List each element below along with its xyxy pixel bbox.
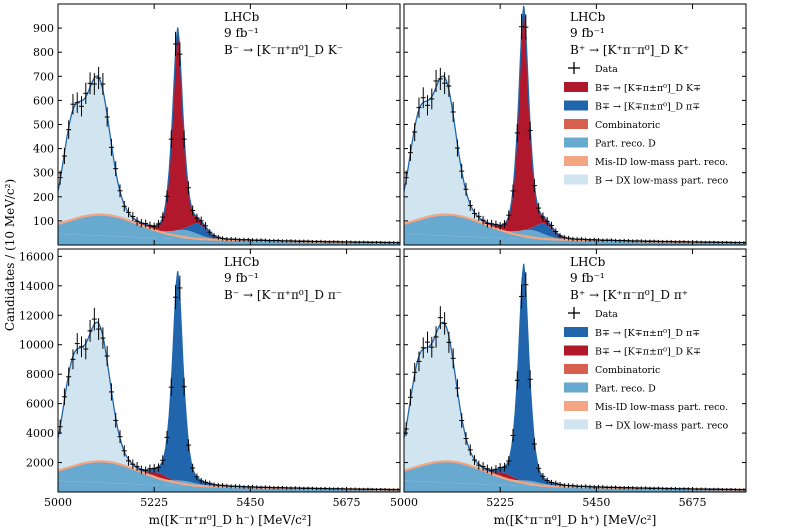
legend-label: Combinatoric — [595, 365, 660, 376]
plot-area — [58, 27, 400, 245]
bdx-area — [404, 322, 746, 490]
chart-panel-top-right: LHCb 9 fb⁻¹ B⁺ → [K⁺π⁻π⁰]_D K⁺ Data B∓ → [K∓… — [403, 3, 747, 246]
x-tick-label: 5000 — [390, 496, 418, 509]
chart-panel-top-left: 100 200 300 400 500 600 700 800 900 LHCb 9 fb⁻¹ B⁻ … — [33, 3, 401, 246]
decay-label: B⁺ → [K⁺π⁻π⁰]_D π⁺ — [570, 288, 688, 302]
chart-panel-bottom-left: 2000400060008000100001200014000160005000… — [19, 248, 401, 509]
legend-swatch — [564, 419, 588, 430]
y-ticks: 100 200 300 400 500 600 700 800 900 — [33, 22, 400, 228]
legend-label: B → DX low-mass part. reco — [595, 176, 729, 187]
x-ticks: 5000 5225 5450 5675 — [44, 249, 361, 509]
legend-label: Data — [595, 64, 618, 75]
y-tick-label: 12000 — [19, 309, 54, 322]
bdx-area — [58, 76, 400, 243]
y-tick-label: 500 — [33, 119, 54, 132]
legend-swatch — [564, 327, 588, 337]
luminosity-label: 9 fb⁻¹ — [224, 271, 259, 285]
legend-swatch — [564, 119, 588, 129]
y-tick-label: 100 — [33, 215, 54, 228]
legend-label: B∓ → [K∓π±π⁰]_D K∓ — [595, 83, 701, 94]
experiment-label: LHCb — [570, 255, 606, 269]
legend-swatch — [564, 100, 588, 111]
part-reco-d-area — [58, 461, 400, 490]
legend-label: B∓ → [K∓π±π⁰]_D K∓ — [595, 347, 701, 358]
y-tick-label: 400 — [33, 143, 54, 156]
decay-label: B⁻ → [K⁻π⁺π⁰]_D π⁻ — [224, 288, 342, 302]
legend-label: B∓ → [K∓π±π⁰]_D π∓ — [595, 102, 700, 113]
decay-label: B⁺ → [K⁺π⁻π⁰]_D K⁺ — [570, 43, 689, 57]
legend-swatch — [564, 156, 588, 166]
legend-swatch — [564, 382, 588, 393]
x-ticks — [57, 4, 348, 245]
decay-label: B⁻ → [K⁻π⁺π⁰]_D K⁻ — [224, 43, 343, 57]
x-tick-label: 5675 — [333, 496, 361, 509]
y-tick-label: 4000 — [26, 427, 54, 440]
data-points — [404, 272, 746, 491]
legend-swatch — [564, 137, 588, 148]
y-tick-label: 16000 — [19, 250, 54, 263]
y-tick-label: 800 — [33, 46, 54, 59]
x-tick-label: 5675 — [679, 496, 707, 509]
legend-label: B∓ → [K∓π±π⁰]_D π∓ — [595, 328, 700, 339]
part-reco-d-area — [404, 461, 746, 490]
bdx-area — [404, 76, 746, 243]
part-reco-d-area — [404, 214, 746, 243]
legend-swatch — [564, 401, 588, 411]
x-axis-label-right: m([K⁺π⁻π⁰]_D h⁺) [MeV/c²] — [494, 513, 657, 527]
data-points — [404, 13, 746, 244]
experiment-label: LHCb — [570, 10, 606, 24]
x-tick-label: 5225 — [486, 496, 514, 509]
legend-label: Part. reco. D — [595, 139, 656, 150]
legend-swatch — [564, 364, 588, 374]
y-tick-label: 200 — [33, 191, 54, 204]
y-tick-label: 300 — [33, 167, 54, 180]
x-tick-label: 5450 — [236, 496, 264, 509]
plot-area — [404, 263, 746, 492]
y-ticks — [404, 27, 746, 222]
luminosity-label: 9 fb⁻¹ — [570, 271, 605, 285]
plot-area — [404, 5, 746, 245]
y-tick-label: 10000 — [19, 339, 54, 352]
legend-label: Part. reco. D — [595, 384, 656, 395]
legend-swatch — [564, 82, 588, 92]
y-tick-label: 8000 — [26, 368, 54, 381]
experiment-label: LHCb — [224, 255, 260, 269]
plot-frame — [403, 248, 747, 493]
legend-label: Combinatoric — [595, 120, 660, 131]
experiment-label: LHCb — [224, 10, 260, 24]
legend-label: B → DX low-mass part. reco — [595, 421, 729, 432]
y-tick-label: 900 — [33, 22, 54, 35]
legend-label: Data — [595, 309, 618, 320]
part-reco-d-area — [58, 214, 400, 243]
legend-label: Mis-ID low-mass part. reco. — [595, 402, 728, 413]
plot-area — [58, 271, 400, 492]
legend-swatch — [564, 174, 588, 185]
luminosity-label: 9 fb⁻¹ — [224, 26, 259, 40]
x-ticks: 5000 5225 5450 5675 — [390, 249, 707, 509]
x-tick-label: 5450 — [582, 496, 610, 509]
legend: Data B∓ → [K∓π±π⁰]_D π∓ B∓ → [K∓π±π⁰]_D K∓… — [564, 307, 729, 432]
x-tick-label: 5225 — [140, 496, 168, 509]
y-tick-label: 700 — [33, 70, 54, 83]
bdx-area — [58, 322, 400, 490]
x-tick-label: 5000 — [44, 496, 72, 509]
y-ticks — [404, 255, 746, 464]
y-tick-label: 14000 — [19, 280, 54, 293]
x-ticks — [403, 4, 694, 245]
y-ticks: 2000 4000 6000 8000 10000 12000 14000 16000 — [19, 250, 400, 470]
x-axis-label-left: m([K⁻π⁺π⁰]_D h⁻) [MeV/c²] — [149, 513, 312, 527]
legend: Data B∓ → [K∓π±π⁰]_D K∓ B∓ → [K∓π±π⁰]_D π∓… — [564, 62, 729, 187]
y-tick-label: 6000 — [26, 398, 54, 411]
y-tick-label: 600 — [33, 94, 54, 107]
y-axis-label: Candidates / (10 MeV/c²) — [3, 179, 17, 331]
chart-panel-bottom-right: 5000 5225 5450 5675 LHCb 9 fb⁻¹ B⁺ → [K⁺π⁻π⁰]_… — [390, 248, 747, 509]
legend-swatch — [564, 345, 588, 356]
y-tick-label: 2000 — [26, 457, 54, 470]
plot-frame — [57, 248, 401, 493]
luminosity-label: 9 fb⁻¹ — [570, 26, 605, 40]
legend-label: Mis-ID low-mass part. reco. — [595, 157, 728, 168]
data-points — [58, 275, 400, 491]
